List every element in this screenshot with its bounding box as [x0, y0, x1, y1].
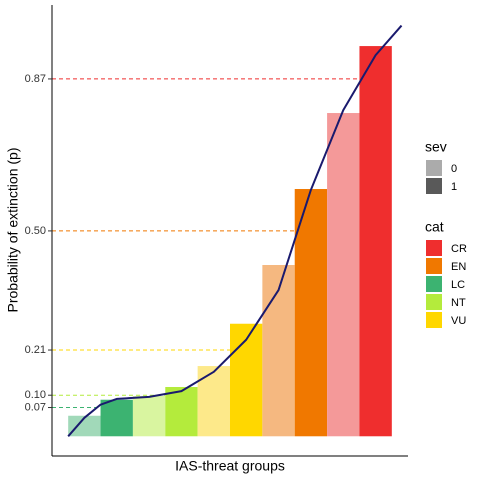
y-tick-label: 0.21 — [25, 344, 46, 356]
y-axis-label: Probability of extinction (p) — [5, 148, 21, 313]
y-tick-label: 0.87 — [25, 73, 46, 85]
legend-label: LC — [451, 279, 465, 291]
bar — [197, 366, 230, 437]
fit-curve — [67, 24, 403, 437]
legend-swatch — [426, 312, 442, 328]
y-tick-label: 0.50 — [25, 225, 46, 237]
legend-swatch — [426, 258, 442, 274]
bar — [359, 46, 392, 437]
legend-swatch — [426, 178, 442, 194]
legend-swatch — [426, 160, 442, 176]
legend-label: 1 — [451, 181, 457, 193]
legend-swatch — [426, 276, 442, 292]
legend-label: CR — [451, 243, 467, 255]
bar — [230, 323, 263, 437]
legend-swatch — [426, 240, 442, 256]
legend-title: sev — [425, 139, 447, 155]
bar — [294, 189, 328, 437]
bar — [100, 399, 133, 437]
bar — [165, 386, 198, 437]
legend-label: NT — [451, 297, 466, 309]
bar — [262, 265, 295, 437]
bar — [68, 415, 101, 437]
y-tick-label: 0.07 — [25, 401, 46, 413]
legend-label: VU — [451, 315, 466, 327]
x-axis-label: IAS-threat groups — [175, 458, 285, 474]
legend-label: EN — [451, 261, 466, 273]
legend-title: cat — [425, 219, 444, 235]
legend-label: 0 — [451, 163, 457, 175]
y-tick-label: 0.10 — [25, 389, 46, 401]
legend-swatch — [426, 294, 442, 310]
bar — [132, 396, 166, 437]
bar — [327, 113, 360, 437]
